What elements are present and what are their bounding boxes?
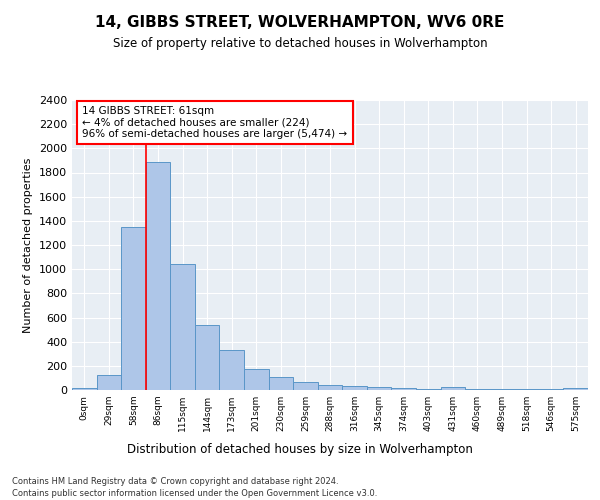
Y-axis label: Number of detached properties: Number of detached properties [23, 158, 34, 332]
Bar [269, 376, 293, 390]
Bar [121, 227, 146, 390]
Bar [293, 382, 318, 390]
Text: Size of property relative to detached houses in Wolverhampton: Size of property relative to detached ho… [113, 38, 487, 51]
Bar [318, 385, 342, 390]
Bar [563, 388, 588, 390]
Bar [146, 162, 170, 390]
Text: 14 GIBBS STREET: 61sqm
← 4% of detached houses are smaller (224)
96% of semi-det: 14 GIBBS STREET: 61sqm ← 4% of detached … [82, 106, 347, 139]
Text: Contains HM Land Registry data © Crown copyright and database right 2024.: Contains HM Land Registry data © Crown c… [12, 478, 338, 486]
Bar [72, 388, 97, 390]
Bar [367, 387, 391, 390]
Bar [416, 389, 440, 390]
Bar [170, 264, 195, 390]
Bar [195, 325, 220, 390]
Bar [391, 388, 416, 390]
Bar [220, 350, 244, 390]
Bar [342, 386, 367, 390]
Bar [97, 375, 121, 390]
Text: Distribution of detached houses by size in Wolverhampton: Distribution of detached houses by size … [127, 442, 473, 456]
Bar [244, 370, 269, 390]
Text: Contains public sector information licensed under the Open Government Licence v3: Contains public sector information licen… [12, 489, 377, 498]
Bar [440, 387, 465, 390]
Text: 14, GIBBS STREET, WOLVERHAMPTON, WV6 0RE: 14, GIBBS STREET, WOLVERHAMPTON, WV6 0RE [95, 15, 505, 30]
